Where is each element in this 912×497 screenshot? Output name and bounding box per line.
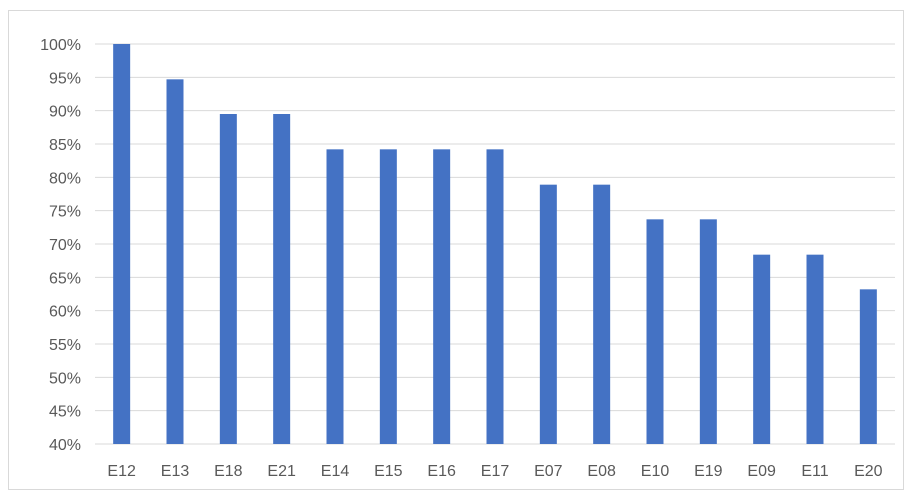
x-tick-label: E13	[161, 463, 190, 480]
bar-e16	[433, 149, 451, 445]
bar-e18	[219, 114, 237, 444]
x-tick-label: E08	[587, 463, 616, 480]
x-tick-label: E21	[267, 463, 296, 480]
y-axis-tick-labels: 40% 45% 50% 55% 60% 65% 70% 75% 80% 85% 90% 95% 100%	[40, 37, 81, 454]
y-tick-label: 50%	[49, 370, 81, 387]
bar-e14	[326, 149, 344, 445]
x-tick-label: E19	[694, 463, 723, 480]
y-tick-label: 85%	[49, 137, 81, 154]
bar-e11	[806, 254, 824, 444]
x-tick-label: E17	[481, 463, 510, 480]
bar-e19	[699, 219, 717, 444]
x-tick-label: E20	[854, 463, 883, 480]
x-tick-label: E18	[214, 463, 243, 480]
x-tick-label: E16	[427, 463, 456, 480]
x-tick-label: E07	[534, 463, 563, 480]
y-tick-label: 95%	[49, 70, 81, 87]
x-axis-tick-labels: E12 E13 E18 E21 E14 E15 E16 E17 E07 E08 E10 E19 E09 E…	[107, 463, 882, 480]
x-tick-label: E14	[321, 463, 350, 480]
bar-e13	[166, 79, 184, 444]
bar-e15	[379, 149, 397, 445]
bar-e17	[486, 149, 504, 445]
bar-e21	[273, 114, 291, 444]
y-tick-label: 40%	[49, 437, 81, 454]
x-tick-label: E15	[374, 463, 403, 480]
bar-e20	[859, 289, 877, 444]
y-tick-label: 60%	[49, 304, 81, 321]
y-tick-label: 75%	[49, 204, 81, 221]
x-tick-label: E09	[747, 463, 776, 480]
y-tick-label: 45%	[49, 404, 81, 421]
y-tick-label: 55%	[49, 337, 81, 354]
x-tick-label: E11	[801, 463, 828, 480]
y-tick-label: 90%	[49, 104, 81, 121]
y-tick-label: 65%	[49, 270, 81, 287]
x-tick-label: E12	[107, 463, 136, 480]
y-tick-label: 80%	[49, 170, 81, 187]
bar-e09	[753, 254, 771, 444]
x-tick-label: E10	[641, 463, 670, 480]
bar-e08	[593, 184, 611, 444]
bar-e10	[646, 219, 664, 444]
y-tick-label: 100%	[40, 37, 81, 54]
bars	[113, 44, 877, 445]
bar-e12	[113, 44, 131, 444]
bar-e07	[539, 184, 557, 444]
y-tick-label: 70%	[49, 237, 81, 254]
